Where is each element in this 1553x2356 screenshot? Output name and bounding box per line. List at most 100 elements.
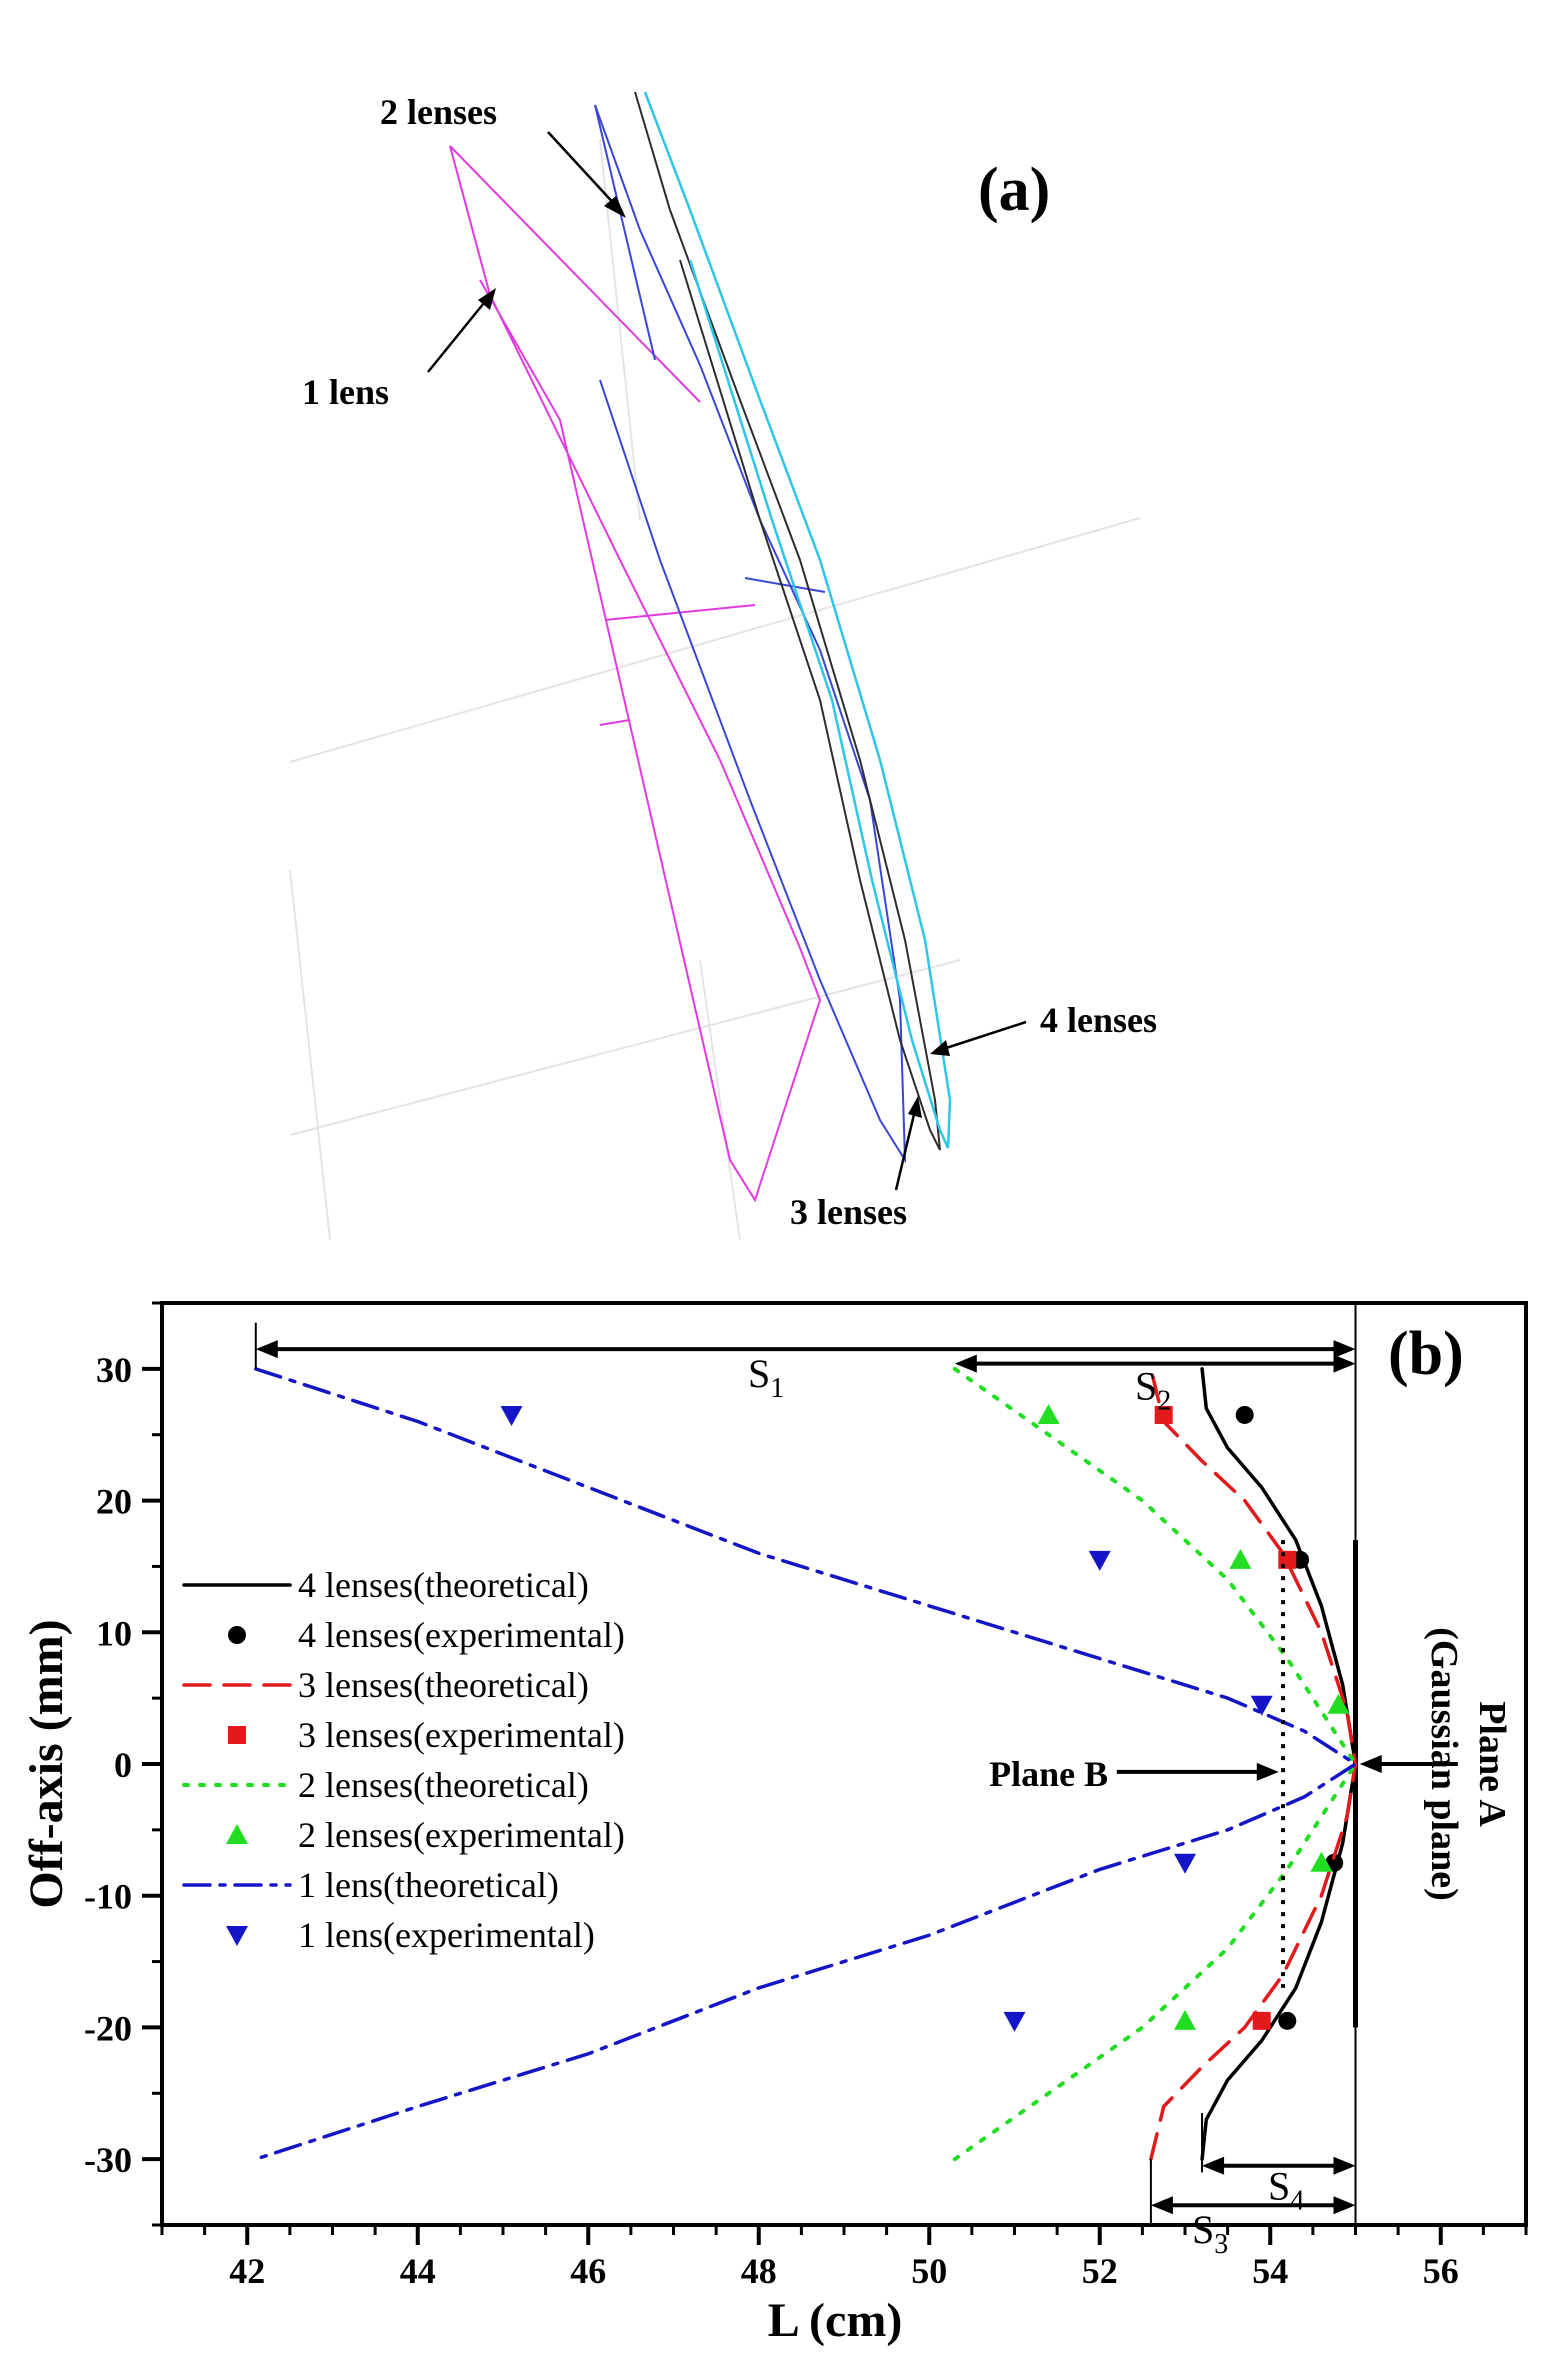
label-1-lens: 1 lens <box>302 372 389 412</box>
arrowhead-3-lenses <box>908 1096 922 1118</box>
series-line <box>1149 1367 1358 2161</box>
plane-a-sublabel: (Gaussian plane) <box>1423 1627 1465 1900</box>
legend-entry: 4 lenses(experimental) <box>228 1615 625 1655</box>
lens-4-outline <box>643 91 952 1149</box>
axes: 42 44 46 48 50 52 54 56 -30 -20 -10 0 10 20 30 <box>84 1301 1528 2291</box>
legend-entry: 3 lenses(experimental) <box>228 1715 625 1755</box>
legend-label: 4 lenses(experimental) <box>298 1615 625 1655</box>
legend-label: 1 lens(experimental) <box>298 1915 595 1955</box>
x-tick-label: 54 <box>1252 2251 1288 2291</box>
legend: 4 lenses(theoretical) 4 lenses(experiment… <box>182 1565 625 1955</box>
legend-entry: 4 lenses(theoretical) <box>182 1565 589 1605</box>
s2-label: S2 <box>1135 1364 1171 1417</box>
data-point <box>1278 2011 1297 2030</box>
x-tick-label: 46 <box>570 2251 606 2291</box>
arrowhead-1-lens <box>478 288 496 310</box>
x-tick-label: 42 <box>229 2251 265 2291</box>
y-tick-label: 30 <box>96 1350 132 1390</box>
x-tick-label: 48 <box>741 2251 777 2291</box>
data-point <box>1278 1550 1297 1569</box>
legend-entry: 2 lenses(theoretical) <box>182 1765 589 1805</box>
series-1-lens-experimental- <box>500 1405 1273 2032</box>
data-point <box>1088 1550 1111 1571</box>
chart-annotations: S1 S2 S4 S3 Plane B Plane A(Gaussian plane) <box>254 1322 1513 2260</box>
s4-arrow-head-left <box>1202 2156 1225 2175</box>
arrowhead-4-lenses <box>930 1040 950 1056</box>
y-tick-label: 10 <box>96 1613 132 1653</box>
arrow-2-lenses <box>547 131 619 209</box>
legend-swatch-marker <box>228 1726 246 1744</box>
series-line <box>952 1366 1358 2162</box>
data-point <box>1310 1851 1333 1872</box>
y-tick-label: -20 <box>84 2008 132 2048</box>
data-point <box>1327 1693 1350 1714</box>
legend-entry: 1 lens(theoretical) <box>182 1865 559 1905</box>
x-tick-label: 50 <box>911 2251 947 2291</box>
arrow-3-lenses <box>894 1105 918 1191</box>
series-2-lenses-experimental- <box>1037 1403 1350 2030</box>
lens-1-edge <box>449 145 701 403</box>
legend-label: 3 lenses(theoretical) <box>298 1665 589 1705</box>
panel-a-annotations: 2 lenses 1 lens 4 lenses 3 lenses (a) <box>302 92 1157 1232</box>
legend-entry: 3 lenses(theoretical) <box>182 1665 589 1705</box>
plane-a-arrowhead <box>1359 1755 1382 1773</box>
data-point <box>1154 1405 1173 1424</box>
legend-label: 1 lens(theoretical) <box>298 1865 559 1905</box>
s1-label: S1 <box>748 1351 784 1404</box>
series-4-lenses-theoretical- <box>1200 1367 1358 2161</box>
s3-arrow-head-left <box>1150 2196 1173 2215</box>
legend-label: 4 lenses(theoretical) <box>298 1565 589 1605</box>
x-tick-label: 44 <box>400 2251 436 2291</box>
lens-2-rib <box>744 577 826 593</box>
legend-swatch-marker <box>226 1824 248 1844</box>
series-3-lenses-theoretical- <box>1149 1367 1358 2161</box>
legend-entry: 2 lenses(experimental) <box>226 1815 625 1855</box>
y-tick-label: -10 <box>84 1877 132 1917</box>
arrowhead-2-lenses <box>604 196 626 218</box>
lens-shape-3-lenses <box>634 91 941 1151</box>
lens-1-outline <box>449 145 822 1203</box>
panel-b-label: (b) <box>1388 1320 1464 1388</box>
lens-shape-4-lenses <box>643 91 952 1149</box>
arrow-4-lenses <box>939 1020 1027 1052</box>
series-line <box>254 1367 1358 2161</box>
lens-shape-2-lenses <box>594 104 907 1164</box>
plot-frame <box>160 1301 1528 2227</box>
x-tick-label: 52 <box>1082 2251 1118 2291</box>
y-axis-label: Off-axis (mm) <box>20 1619 73 1908</box>
series-1-lens-theoretical- <box>254 1367 1358 2161</box>
data-point <box>1229 1548 1252 1569</box>
lens-2-outline <box>594 104 907 1164</box>
legend-label: 3 lenses(experimental) <box>298 1715 625 1755</box>
data-point <box>500 1405 523 1426</box>
data-point <box>1174 1853 1196 1874</box>
legend-swatch-marker <box>226 1926 248 1946</box>
lens-3-outline <box>634 91 941 1151</box>
y-tick-label: -30 <box>84 2140 132 2180</box>
data-point <box>1174 2009 1196 2030</box>
x-axis-label: L (cm) <box>768 2294 903 2347</box>
legend-label: 2 lenses(theoretical) <box>298 1765 589 1805</box>
s4-label: S4 <box>1268 2164 1304 2217</box>
label-2-lenses: 2 lenses <box>380 92 497 132</box>
lens-1-rib2 <box>599 719 631 726</box>
s2-arrow-head-left <box>954 1354 977 1373</box>
y-tick-label: 0 <box>114 1745 132 1785</box>
s1-arrow-head-right <box>1333 1340 1356 1359</box>
series-layer <box>254 1366 1358 2162</box>
lens-shape-1-lens <box>449 145 822 1203</box>
data-point <box>1037 1403 1060 1424</box>
panel-a-3d-lens-plot: 2 lenses 1 lens 4 lenses 3 lenses (a) <box>289 91 1157 1241</box>
series-line <box>1200 1367 1358 2161</box>
label-3-lenses: 3 lenses <box>790 1192 907 1232</box>
plane-b-arrowhead <box>1256 1762 1279 1781</box>
lens-2-edge <box>594 104 656 361</box>
s2-arrow-head-right <box>1333 1354 1356 1373</box>
panel-a-label: (a) <box>978 156 1050 224</box>
data-point <box>1235 1405 1254 1424</box>
legend-entry: 1 lens(experimental) <box>226 1915 595 1955</box>
y-tick-label: 20 <box>96 1482 132 1522</box>
legend-label: 2 lenses(experimental) <box>298 1815 625 1855</box>
